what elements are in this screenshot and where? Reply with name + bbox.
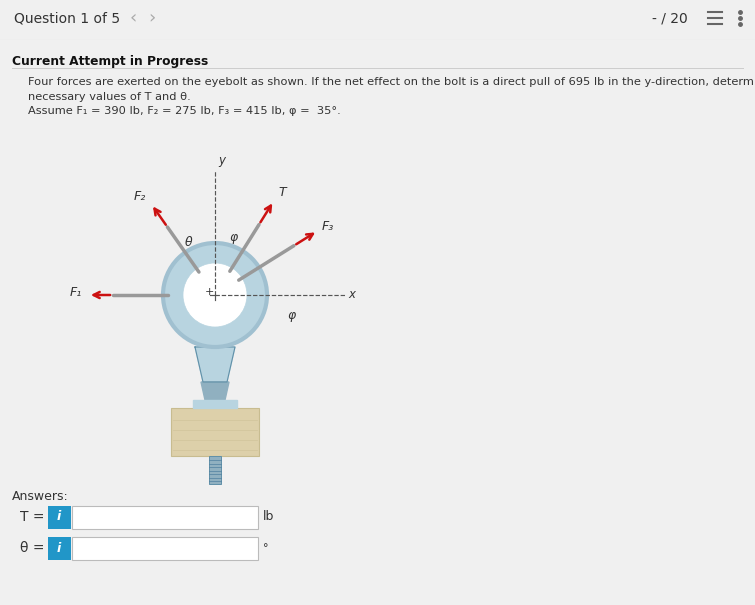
Polygon shape [195,347,235,382]
Text: i: i [57,511,61,523]
Text: Question 1 of 5: Question 1 of 5 [14,11,120,25]
Text: φ: φ [229,231,237,243]
Bar [209,456,221,484]
Circle shape [163,243,267,347]
FancyBboxPatch shape [48,506,70,529]
FancyBboxPatch shape [48,537,70,560]
Bar [171,408,259,456]
Text: y: y [218,154,225,167]
Polygon shape [193,400,237,408]
FancyBboxPatch shape [72,537,257,560]
Text: lb: lb [263,511,274,523]
Text: T =: T = [20,510,45,524]
Text: F₁: F₁ [70,287,82,299]
Text: +: + [205,287,214,297]
Text: Four forces are exerted on the eyebolt as shown. If the net effect on the bolt i: Four forces are exerted on the eyebolt a… [28,77,755,87]
Text: F₃: F₃ [322,220,334,234]
Polygon shape [201,382,229,400]
Text: - / 20: - / 20 [652,11,688,25]
Text: Assume F₁ = 390 lb, F₂ = 275 lb, F₃ = 415 lb, φ =  35°.: Assume F₁ = 390 lb, F₂ = 275 lb, F₃ = 41… [28,106,341,116]
Text: °: ° [263,543,269,553]
Text: θ: θ [185,237,193,249]
Text: necessary values of T and θ.: necessary values of T and θ. [28,92,191,102]
Text: Current Attempt in Progress: Current Attempt in Progress [12,55,208,68]
Text: φ: φ [287,309,295,321]
Text: T: T [278,186,285,200]
Text: θ =: θ = [20,541,45,555]
Circle shape [183,263,247,327]
Text: F₂: F₂ [133,189,146,203]
Text: Answers:: Answers: [12,490,69,503]
Text: ‹: ‹ [130,9,137,27]
FancyBboxPatch shape [72,506,257,529]
Text: ›: › [148,9,156,27]
Text: x: x [348,287,355,301]
Text: i: i [57,541,61,555]
